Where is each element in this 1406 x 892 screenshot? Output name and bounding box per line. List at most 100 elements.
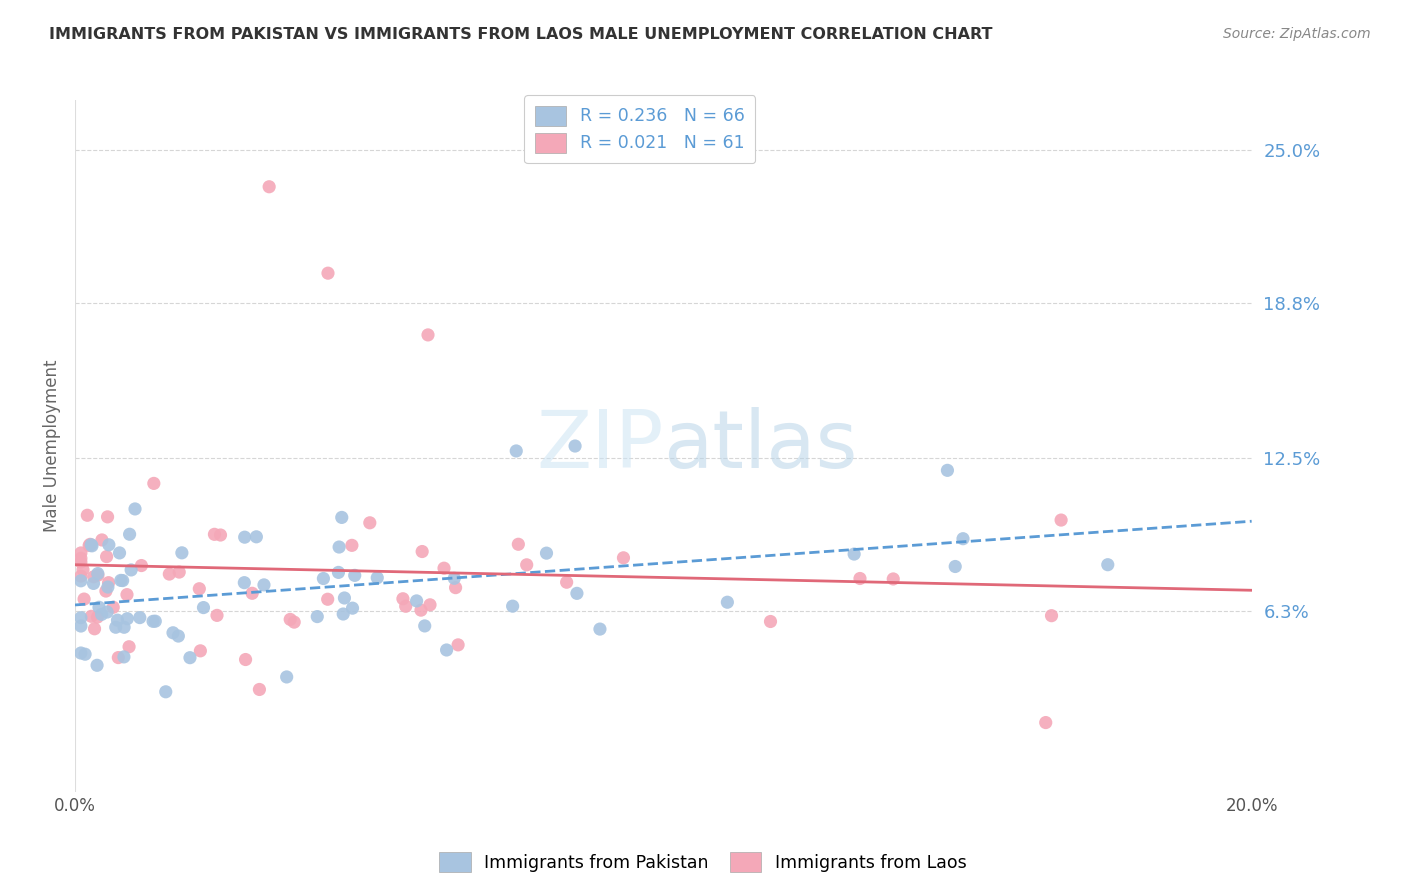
Point bbox=[1040, 608, 1063, 623]
Point bbox=[179, 650, 201, 665]
Point bbox=[245, 530, 267, 544]
Point bbox=[70, 569, 93, 583]
Point bbox=[70, 610, 93, 624]
Point bbox=[193, 600, 215, 615]
Point bbox=[1035, 715, 1057, 730]
Point bbox=[110, 574, 132, 588]
Point bbox=[97, 538, 120, 552]
Point bbox=[94, 584, 117, 599]
Point bbox=[142, 615, 165, 629]
Point bbox=[447, 638, 470, 652]
Point bbox=[502, 599, 524, 614]
Point bbox=[936, 463, 959, 477]
Point bbox=[444, 581, 467, 595]
Point bbox=[555, 575, 578, 590]
Point bbox=[76, 508, 98, 523]
Point bbox=[952, 532, 974, 546]
Point bbox=[333, 591, 356, 605]
Point bbox=[536, 546, 558, 560]
Point bbox=[155, 685, 177, 699]
Point bbox=[97, 575, 120, 590]
Point bbox=[316, 266, 339, 280]
Point bbox=[505, 444, 527, 458]
Point bbox=[416, 327, 439, 342]
Point bbox=[253, 578, 276, 592]
Point bbox=[565, 586, 588, 600]
Point bbox=[124, 502, 146, 516]
Point bbox=[87, 600, 110, 615]
Point bbox=[276, 670, 298, 684]
Point bbox=[716, 595, 738, 609]
Point bbox=[205, 608, 228, 623]
Point bbox=[97, 580, 120, 594]
Point bbox=[117, 612, 139, 626]
Point bbox=[97, 509, 120, 524]
Point bbox=[1050, 513, 1073, 527]
Text: atlas: atlas bbox=[664, 407, 858, 485]
Point bbox=[90, 533, 112, 547]
Point bbox=[87, 566, 110, 581]
Point bbox=[411, 544, 433, 558]
Text: Source: ZipAtlas.com: Source: ZipAtlas.com bbox=[1223, 27, 1371, 41]
Point bbox=[443, 571, 465, 585]
Point bbox=[170, 546, 193, 560]
Point bbox=[157, 567, 180, 582]
Point bbox=[107, 613, 129, 627]
Point bbox=[433, 561, 456, 575]
Point bbox=[87, 568, 110, 582]
Point bbox=[90, 607, 112, 622]
Point bbox=[612, 550, 634, 565]
Point bbox=[882, 572, 904, 586]
Point bbox=[589, 622, 612, 636]
Point bbox=[235, 652, 257, 666]
Point bbox=[395, 599, 418, 614]
Point bbox=[70, 546, 93, 560]
Point bbox=[419, 598, 441, 612]
Point bbox=[283, 615, 305, 629]
Point bbox=[72, 563, 94, 577]
Point bbox=[83, 622, 105, 636]
Point bbox=[436, 643, 458, 657]
Point bbox=[405, 594, 427, 608]
Point bbox=[167, 629, 190, 643]
Point bbox=[83, 570, 105, 584]
Point bbox=[233, 530, 256, 544]
Point bbox=[564, 439, 586, 453]
Point bbox=[96, 605, 118, 619]
Point bbox=[80, 538, 103, 552]
Point bbox=[316, 592, 339, 607]
Point bbox=[188, 582, 211, 596]
Point bbox=[86, 658, 108, 673]
Point bbox=[328, 566, 350, 580]
Point bbox=[342, 601, 364, 615]
Point bbox=[366, 571, 388, 585]
Text: ZIP: ZIP bbox=[536, 407, 664, 485]
Point bbox=[249, 682, 271, 697]
Point bbox=[86, 610, 108, 624]
Point bbox=[508, 537, 530, 551]
Point bbox=[80, 539, 103, 553]
Point bbox=[104, 620, 127, 634]
Point bbox=[108, 546, 131, 560]
Point bbox=[343, 568, 366, 582]
Point bbox=[162, 625, 184, 640]
Text: IMMIGRANTS FROM PAKISTAN VS IMMIGRANTS FROM LAOS MALE UNEMPLOYMENT CORRELATION C: IMMIGRANTS FROM PAKISTAN VS IMMIGRANTS F… bbox=[49, 27, 993, 42]
Point bbox=[209, 528, 232, 542]
Point bbox=[77, 539, 100, 553]
Point bbox=[75, 647, 97, 661]
Point bbox=[112, 620, 135, 634]
Point bbox=[79, 537, 101, 551]
Point bbox=[107, 650, 129, 665]
Point bbox=[70, 555, 93, 569]
Point bbox=[943, 559, 966, 574]
Point bbox=[142, 476, 165, 491]
Point bbox=[842, 547, 865, 561]
Point bbox=[111, 574, 134, 588]
Point bbox=[278, 612, 301, 626]
Point bbox=[759, 615, 782, 629]
Point bbox=[128, 610, 150, 624]
Point bbox=[312, 572, 335, 586]
Y-axis label: Male Unemployment: Male Unemployment bbox=[44, 359, 60, 533]
Point bbox=[849, 572, 872, 586]
Point bbox=[240, 586, 263, 600]
